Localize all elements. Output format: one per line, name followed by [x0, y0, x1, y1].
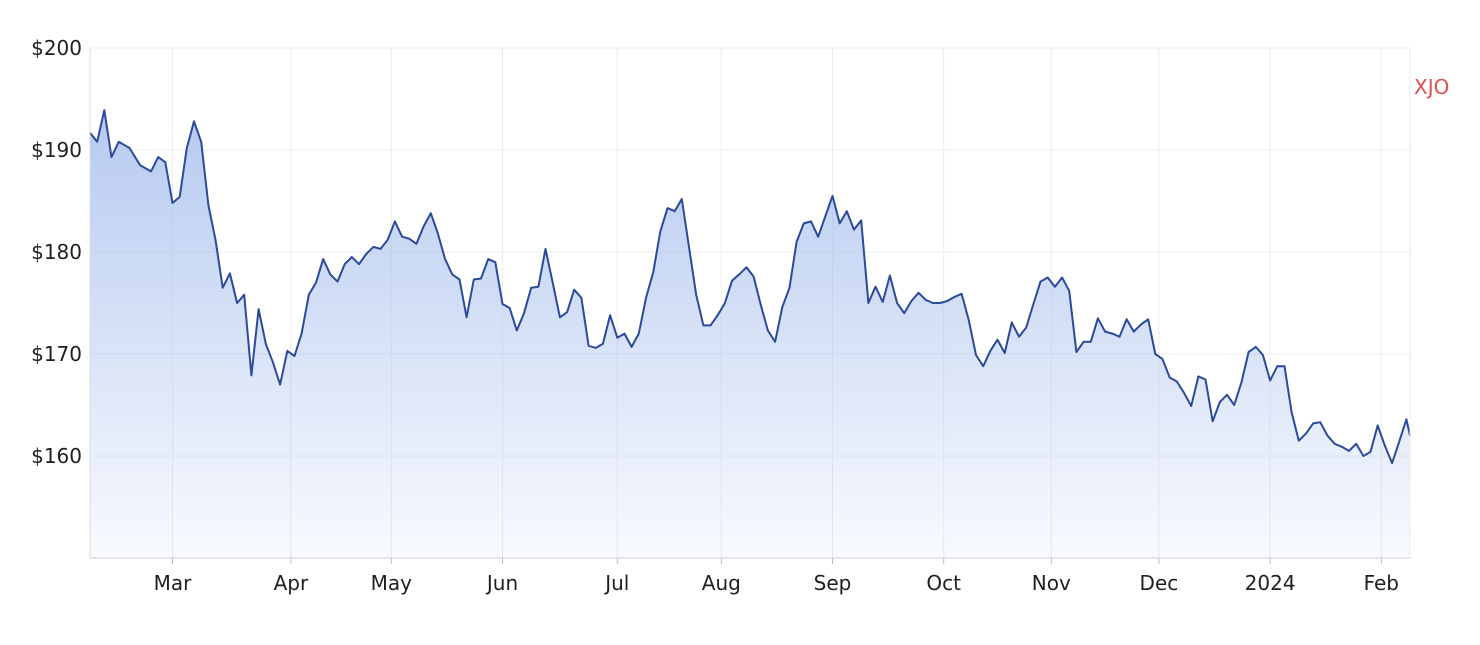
series-line-0 [89, 109, 1411, 465]
y-tick-label: $190 [31, 138, 82, 162]
y-tick-label: $200 [31, 36, 82, 60]
series-area-0 [90, 110, 1410, 558]
y-tick-label: $170 [31, 342, 82, 366]
x-tick-label: Aug [702, 571, 741, 595]
x-tick-label: May [371, 571, 413, 595]
series-lines [89, 109, 1411, 465]
x-tick-label: Sep [814, 571, 852, 595]
series-label-xjo: XJO [1414, 75, 1449, 99]
y-tick-label: $160 [31, 444, 82, 468]
x-tick-label: Jul [603, 571, 629, 595]
x-tick-label: Jun [485, 571, 518, 595]
y-tick-label: $180 [31, 240, 82, 264]
x-tick-label: Oct [926, 571, 961, 595]
axes: $200 $190 $180 $170 $160 Mar Apr May Jun Jul Aug Se… [31, 36, 1411, 595]
x-tick-label: Dec [1140, 571, 1179, 595]
x-tick-label: 2024 [1245, 571, 1296, 595]
x-tick-label: Nov [1032, 571, 1071, 595]
x-tick-label: Mar [154, 571, 193, 595]
series-labels: XJO [1414, 75, 1449, 99]
area-fill-layer [90, 110, 1410, 558]
x-tick-label: Feb [1364, 571, 1399, 595]
x-tick-label: Apr [274, 571, 309, 595]
